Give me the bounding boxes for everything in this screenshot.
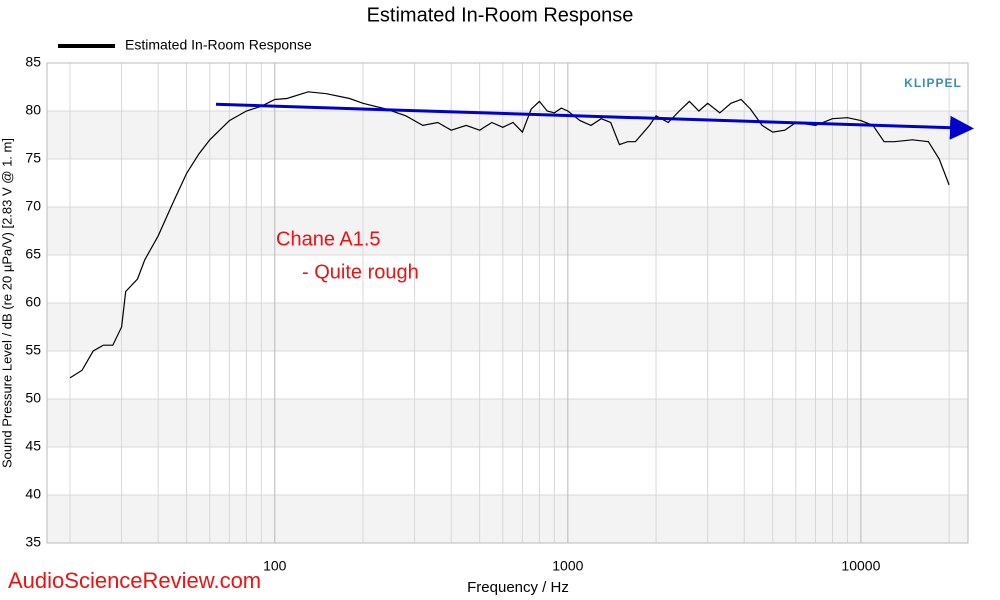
annotation: - Quite rough: [302, 261, 419, 283]
x-tick-label: 10000: [841, 558, 880, 574]
y-tick-label: 50: [25, 390, 41, 406]
y-tick-label: 65: [25, 246, 41, 262]
grid-band: [47, 399, 968, 447]
plot-frame: [46, 62, 969, 544]
y-tick-label: 55: [25, 342, 41, 358]
grid-band: [47, 303, 968, 351]
chart-title: Estimated In-Room Response: [367, 4, 634, 26]
logo: KLIPPEL: [904, 76, 962, 90]
grid-band: [47, 495, 968, 543]
y-tick-label: 60: [25, 294, 41, 310]
x-axis-label: Frequency / Hz: [467, 579, 569, 596]
legend-label: Estimated In-Room Response: [125, 37, 312, 53]
y-tick-label: 75: [25, 150, 41, 166]
y-tick-label: 35: [25, 534, 41, 550]
grid-band: [47, 111, 968, 159]
y-tick-label: 80: [25, 102, 41, 118]
line-series: [69, 91, 950, 379]
watermark: AudioScienceReview.com: [8, 568, 261, 593]
y-tick-label: 85: [25, 54, 41, 70]
grid-band: [47, 207, 968, 255]
y-tick-label: 40: [25, 486, 41, 502]
y-axis-label: Sound Pressure Level / dB (re 20 µPa/V) …: [0, 138, 14, 468]
annotation: Chane A1.5: [276, 228, 381, 250]
trend-arrow: [215, 102, 974, 140]
y-tick-label: 70: [25, 198, 41, 214]
x-tick-label: 100: [263, 558, 287, 574]
y-tick-label: 45: [25, 438, 41, 454]
x-tick-label: 1000: [552, 558, 583, 574]
